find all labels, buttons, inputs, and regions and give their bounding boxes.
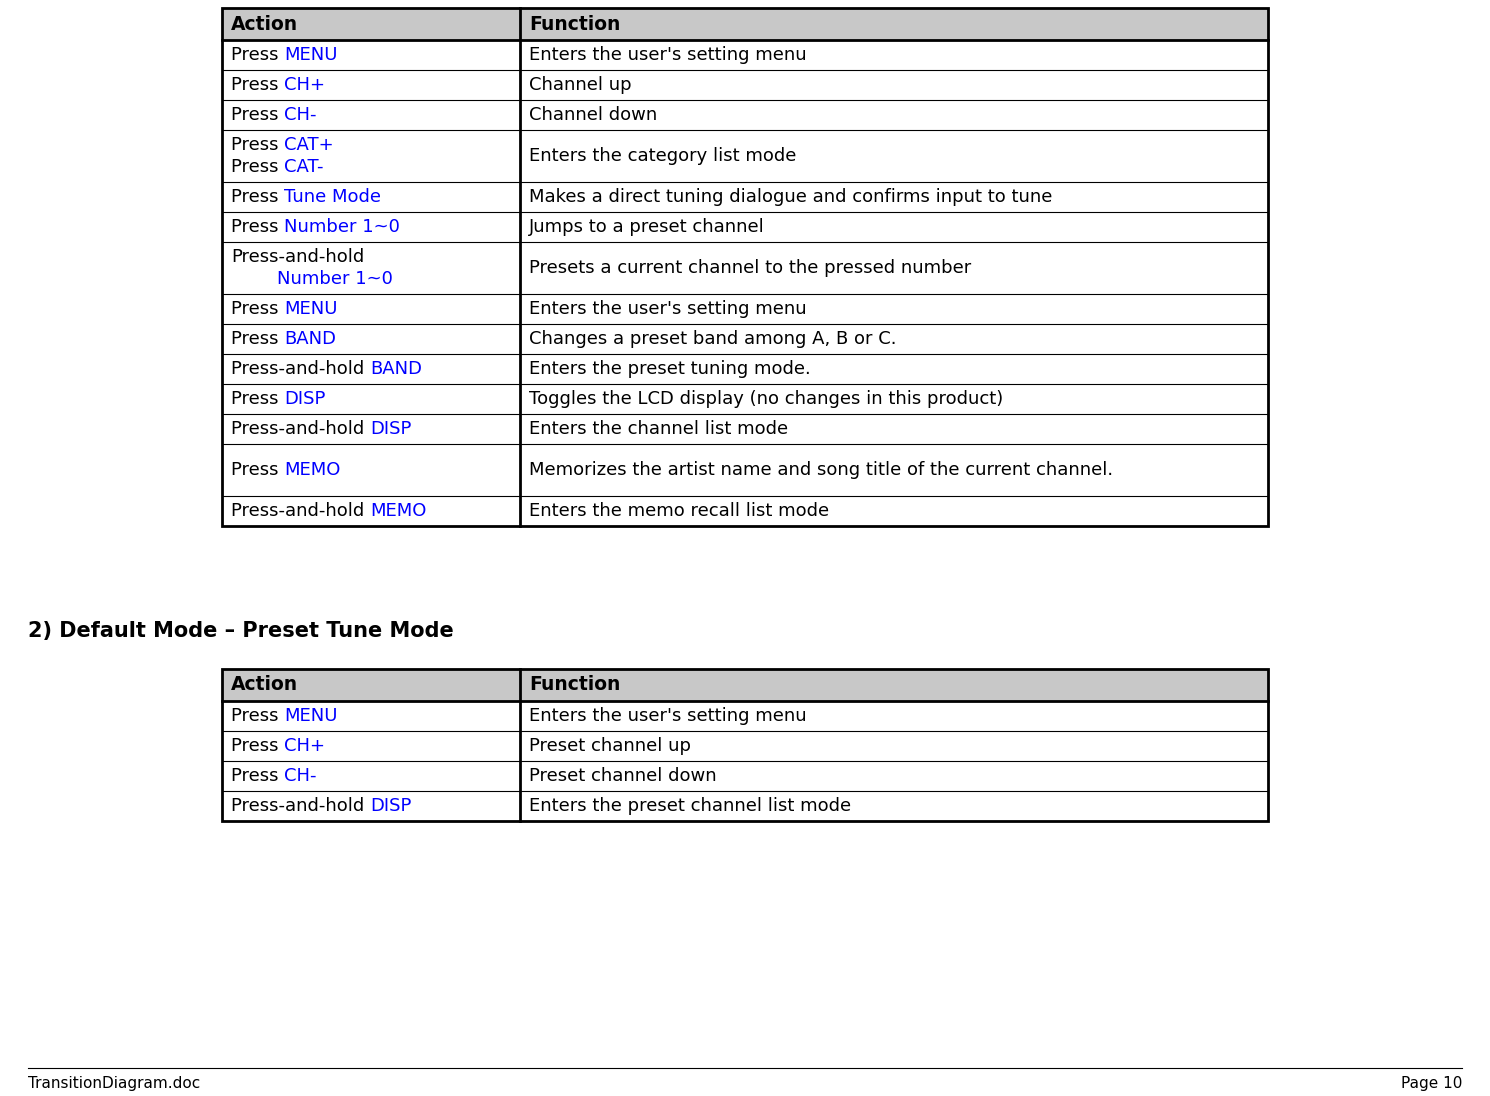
- Text: Enters the user's setting menu: Enters the user's setting menu: [529, 300, 806, 318]
- Text: Jumps to a preset channel: Jumps to a preset channel: [529, 218, 764, 236]
- Bar: [222, 669, 1268, 701]
- Text: CH-: CH-: [285, 106, 317, 124]
- Text: Enters the user's setting menu: Enters the user's setting menu: [529, 707, 806, 724]
- Text: Channel up: Channel up: [529, 76, 632, 94]
- Text: MENU: MENU: [285, 707, 338, 724]
- Text: CH-: CH-: [285, 767, 317, 785]
- Text: Press: Press: [231, 390, 285, 408]
- Text: BAND: BAND: [285, 330, 337, 349]
- Text: Changes a preset band among A, B or C.: Changes a preset band among A, B or C.: [529, 330, 897, 349]
- Text: Page 10: Page 10: [1401, 1076, 1462, 1091]
- Text: Makes a direct tuning dialogue and confirms input to tune: Makes a direct tuning dialogue and confi…: [529, 189, 1052, 206]
- Text: Toggles the LCD display (no changes in this product): Toggles the LCD display (no changes in t…: [529, 390, 1003, 408]
- Text: MEMO: MEMO: [285, 461, 341, 479]
- Text: Press-and-hold: Press-and-hold: [231, 502, 370, 520]
- Text: DISP: DISP: [285, 390, 326, 408]
- Text: BAND: BAND: [370, 359, 422, 378]
- Text: TransitionDiagram.doc: TransitionDiagram.doc: [28, 1076, 200, 1091]
- Text: CAT+: CAT+: [285, 136, 334, 155]
- Text: Presets a current channel to the pressed number: Presets a current channel to the pressed…: [529, 259, 971, 277]
- Text: Press-and-hold: Press-and-hold: [231, 359, 370, 378]
- Text: Press: Press: [231, 189, 285, 206]
- Text: Action: Action: [231, 14, 298, 34]
- Text: Enters the memo recall list mode: Enters the memo recall list mode: [529, 502, 828, 520]
- Bar: [222, 669, 1268, 821]
- Text: MENU: MENU: [285, 46, 338, 64]
- Text: 2) Default Mode – Preset Tune Mode: 2) Default Mode – Preset Tune Mode: [28, 621, 454, 641]
- Text: Press: Press: [231, 330, 285, 349]
- Text: Enters the preset tuning mode.: Enters the preset tuning mode.: [529, 359, 811, 378]
- Text: Preset channel up: Preset channel up: [529, 737, 691, 755]
- Text: Press: Press: [231, 106, 285, 124]
- Text: Function: Function: [529, 675, 620, 695]
- Text: DISP: DISP: [370, 797, 411, 815]
- Text: Memorizes the artist name and song title of the current channel.: Memorizes the artist name and song title…: [529, 461, 1113, 479]
- Text: MENU: MENU: [285, 300, 338, 318]
- Text: Function: Function: [529, 14, 620, 34]
- Text: Press-and-hold: Press-and-hold: [231, 797, 370, 815]
- Text: Enters the category list mode: Enters the category list mode: [529, 147, 796, 165]
- Text: Press-and-hold: Press-and-hold: [231, 248, 364, 266]
- Text: Enters the user's setting menu: Enters the user's setting menu: [529, 46, 806, 64]
- Text: Channel down: Channel down: [529, 106, 657, 124]
- Text: Press: Press: [231, 76, 285, 94]
- Text: Press: Press: [231, 737, 285, 755]
- Text: Press: Press: [231, 158, 285, 176]
- Text: Number 1~0: Number 1~0: [277, 270, 393, 288]
- Text: Action: Action: [231, 675, 298, 695]
- Text: Press: Press: [231, 300, 285, 318]
- Text: CH+: CH+: [285, 737, 325, 755]
- Text: CAT-: CAT-: [285, 158, 323, 176]
- Text: Press: Press: [231, 136, 285, 155]
- Text: Press: Press: [231, 46, 285, 64]
- Text: Enters the preset channel list mode: Enters the preset channel list mode: [529, 797, 851, 815]
- Bar: [222, 8, 1268, 526]
- Text: Press: Press: [231, 767, 285, 785]
- Text: Number 1~0: Number 1~0: [285, 218, 401, 236]
- Text: CH+: CH+: [285, 76, 325, 94]
- Text: Press: Press: [231, 218, 285, 236]
- Text: Press: Press: [231, 461, 285, 479]
- Text: Enters the channel list mode: Enters the channel list mode: [529, 420, 788, 438]
- Text: Press-and-hold: Press-and-hold: [231, 420, 370, 438]
- Text: Tune Mode: Tune Mode: [285, 189, 381, 206]
- Text: Press: Press: [231, 707, 285, 724]
- Bar: [222, 8, 1268, 39]
- Text: MEMO: MEMO: [370, 502, 426, 520]
- Text: DISP: DISP: [370, 420, 411, 438]
- Text: Preset channel down: Preset channel down: [529, 767, 717, 785]
